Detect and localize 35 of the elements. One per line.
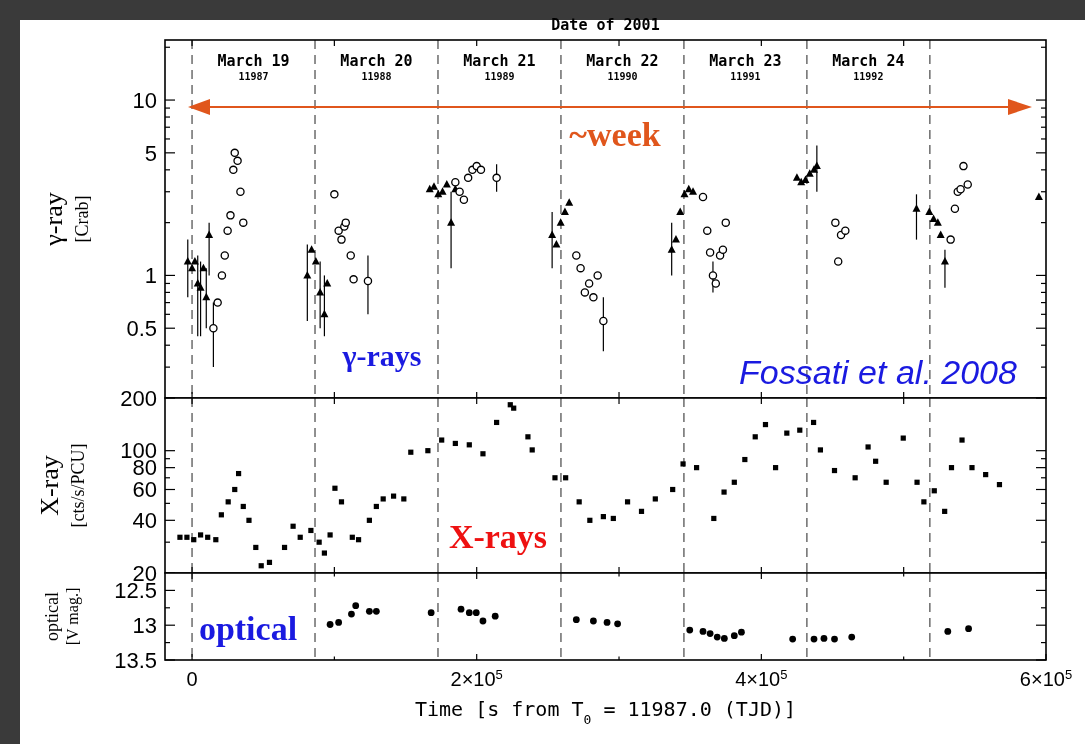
y-tick-label: 60 [132, 477, 157, 503]
annotation: 11988 [361, 71, 392, 82]
annotation: March 20 [340, 52, 413, 70]
x-tick-label: 6×10$^{5}$ [1019, 666, 1073, 690]
annotation: γ-rays [341, 339, 422, 372]
y-axis-title: γ-ray [Crab] [39, 192, 92, 247]
y-tick-label: 13.5 [114, 647, 157, 673]
annotation: optical [198, 610, 298, 647]
annotation: March 21 [463, 52, 536, 70]
y-axis-title: X-ray [cts/s/PCU] [35, 443, 88, 528]
annotation: March 19 [217, 52, 290, 70]
annotation: 11989 [484, 71, 515, 82]
annotation: March 23 [709, 52, 782, 70]
y-tick-label: 0.5 [126, 315, 157, 341]
annotation: March 22 [586, 52, 659, 70]
y-tick-label: 40 [132, 508, 157, 534]
annotation: 11992 [853, 71, 884, 82]
annotation: 11991 [730, 71, 761, 82]
annotation: March 24 [832, 52, 905, 70]
annotation: Fossati et al. 2008 [739, 353, 1017, 391]
y-axis-title: optical [V mag.] [42, 587, 82, 646]
x-tick-label: 4×10$^{5}$ [735, 666, 788, 690]
y-tick-label: 200 [120, 385, 157, 411]
x-tick-label: 2×10$^{5}$ [450, 666, 503, 690]
y-tick-label: 13 [132, 612, 157, 638]
x2-axis-title: Date of 2001 [551, 16, 660, 34]
annotation: X-rays [448, 518, 548, 555]
y-tick-label: 10 [132, 87, 157, 113]
y-tick-label: 5 [144, 140, 157, 166]
annotation: ~week [569, 116, 661, 153]
x-tick-label: 0 [186, 668, 198, 690]
y-tick-label: 1 [144, 263, 157, 289]
annotation: 11987 [238, 71, 269, 82]
annotation: 11990 [607, 71, 638, 82]
x-axis-title: Time [s from T$_{0}$ = 11987.0 (TJD)] [414, 697, 797, 727]
